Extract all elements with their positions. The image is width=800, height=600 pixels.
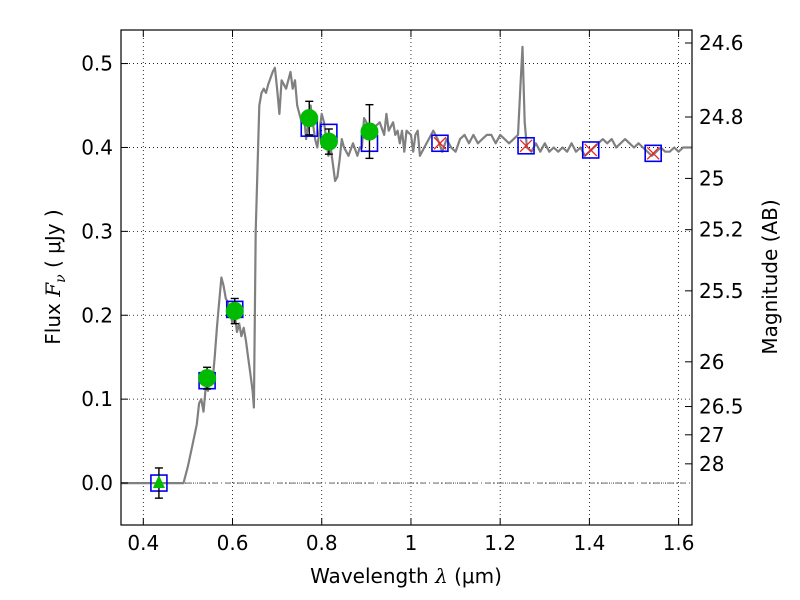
x-tick-label: 1.6 <box>663 531 695 555</box>
y-axis-title-subscript: ν <box>53 274 69 283</box>
cross-stroke <box>519 139 533 153</box>
y-tick-label: 0.4 <box>81 135 113 159</box>
y2-tick-label: 28 <box>699 452 724 476</box>
y2-tick-label: 26 <box>699 350 724 374</box>
y2-tick-label: 25 <box>699 166 724 190</box>
nondetection-triangle <box>152 475 165 489</box>
model-cross-marker <box>433 136 447 150</box>
y2-axis-title: Magnitude (AB) <box>758 199 782 354</box>
sed-curve <box>121 45 692 485</box>
model-box-marker <box>517 136 535 155</box>
y-tick-label: 0.0 <box>81 471 113 495</box>
model-box-marker <box>431 134 449 153</box>
y-tick-label: 0.1 <box>81 387 113 411</box>
model-cross-marker <box>584 143 598 157</box>
x-tick-label: 0.4 <box>127 531 159 555</box>
observed-point <box>198 369 217 388</box>
model-cross-marker <box>646 146 660 160</box>
y-axis-title: Flux Fν ( μJy ) <box>41 209 69 344</box>
observed-point <box>225 302 244 321</box>
cross-stroke <box>646 146 660 160</box>
observed-point <box>360 122 379 141</box>
model-box-marker <box>644 144 662 163</box>
model-cross-marker <box>519 139 533 153</box>
x-tick-label: 1.2 <box>484 531 516 555</box>
y2-tick-label: 25.5 <box>699 279 744 303</box>
observed-point <box>300 109 319 128</box>
y-tick-label: 0.5 <box>81 52 113 76</box>
plot-frame <box>120 29 693 526</box>
y2-tick-label: 25.2 <box>699 218 744 242</box>
y-tick-label: 0.2 <box>81 303 113 327</box>
y-axis-title-symbol: F <box>41 282 65 298</box>
x-tick-label: 0.6 <box>217 531 249 555</box>
markers <box>150 100 662 499</box>
y2-tick-label: 24.6 <box>699 31 744 55</box>
x-axis-title-symbol: λ <box>434 564 448 588</box>
y2-tick-label: 26.5 <box>699 395 744 419</box>
y2-tick-label: 24.8 <box>699 105 744 129</box>
x-axis-title-unit: (μm) <box>454 564 502 588</box>
observed-point <box>319 132 338 151</box>
grid <box>121 30 692 525</box>
x-tick-label: 0.8 <box>306 531 338 555</box>
x-tick-label: 1.4 <box>573 531 605 555</box>
x-tick-label: 1 <box>405 531 418 555</box>
model-box-marker <box>581 141 600 159</box>
x-axis-title: Wavelength λ (μm) <box>310 564 502 588</box>
x-axis-title-text: Wavelength <box>310 564 429 588</box>
y-axis-title-text: Flux <box>41 303 65 345</box>
y2-tick-label: 27 <box>699 423 724 447</box>
y-axis-title-unit: ( μJy ) <box>41 209 65 268</box>
cross-stroke <box>433 136 447 150</box>
cross-stroke <box>584 143 598 157</box>
ticks: 0.4 0.6 0.8 1 1.2 1.4 1.6 0.0 0.1 0.2 0.3 0.4 0.5 24.… <box>81 30 744 555</box>
y-tick-label: 0.3 <box>81 219 113 243</box>
